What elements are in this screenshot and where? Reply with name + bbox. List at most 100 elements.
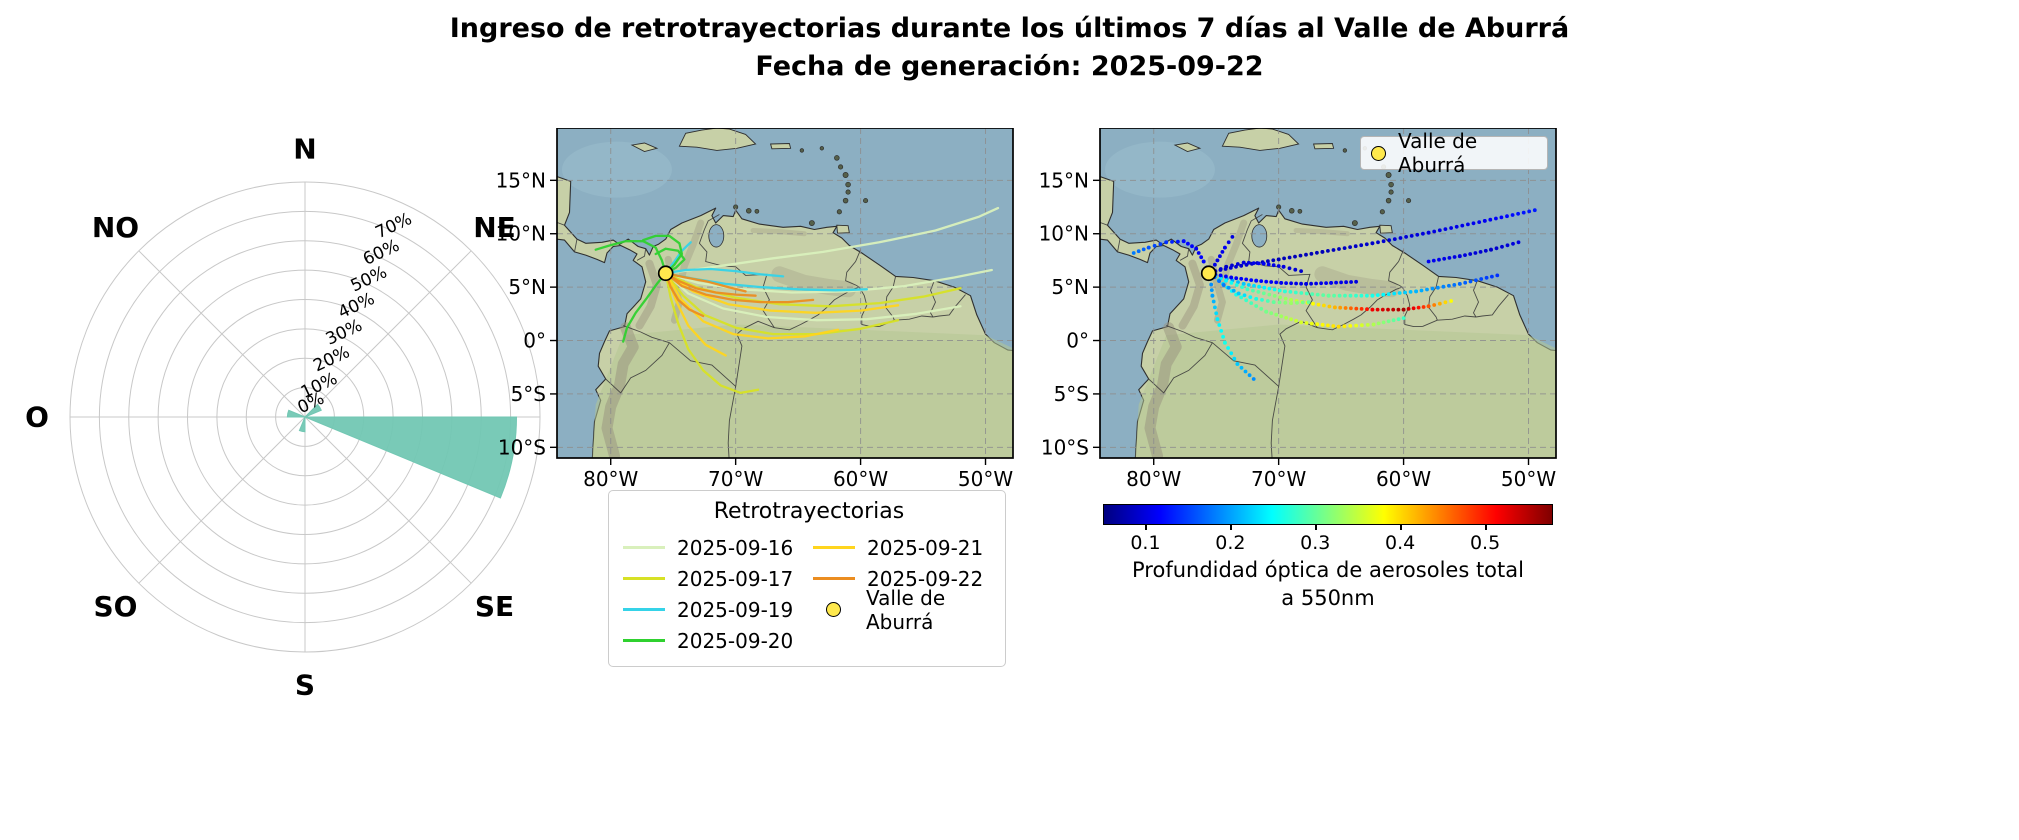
aod-dot (1309, 321, 1314, 326)
aod-dot (1229, 351, 1234, 356)
aod-dot (1442, 256, 1447, 261)
aod-dot (1266, 259, 1270, 264)
map-island-dot (1385, 172, 1392, 178)
aod-dot (1221, 283, 1226, 287)
x-tick-label: 50°W (958, 467, 1013, 491)
aod-dot (1463, 280, 1468, 285)
aod-dot (1226, 285, 1231, 290)
aod-dot (1421, 231, 1425, 236)
aod-dot (1131, 251, 1136, 255)
map-country-border (1212, 342, 1280, 387)
aod-dot (1239, 263, 1244, 268)
aod-dot (1431, 258, 1436, 263)
aod-dot (1141, 247, 1146, 252)
aod-dot (1320, 322, 1325, 327)
aod-dot (1315, 292, 1320, 297)
map-lowland-tint (1135, 324, 1556, 458)
aod-dot (1396, 307, 1401, 312)
aod-dot (1299, 281, 1303, 286)
map-island-dot (1289, 208, 1295, 214)
aod-dot (1314, 281, 1318, 286)
aod-map-panel: 80°W 70°W 60°W 50°W 15°N 10°N 5°N 0° 5°S 10°S (1039, 127, 1560, 504)
aod-dot (1386, 292, 1391, 296)
aod-dot (1236, 280, 1240, 284)
aod-dot (1234, 264, 1238, 269)
aod-dot (1386, 319, 1391, 324)
aod-dot (1215, 258, 1220, 263)
colorbar-gradient (1103, 504, 1553, 525)
map-island (678, 128, 757, 151)
aod-dot (1246, 260, 1251, 265)
aod-dot (1370, 307, 1375, 312)
aod-dot (1218, 267, 1223, 271)
aod-dot (1460, 223, 1465, 228)
legend-line-swatch (813, 546, 855, 549)
aod-dot (1201, 259, 1206, 264)
aod-dot (1333, 305, 1337, 310)
map-country-border (845, 249, 862, 288)
aod-dot (1471, 221, 1476, 226)
map-island (1313, 143, 1335, 150)
aod-dot (1327, 304, 1332, 309)
aod-dot (1510, 213, 1515, 217)
aod-dot (1256, 290, 1261, 294)
aod-dot (1217, 323, 1222, 327)
map-country-border (1422, 319, 1438, 328)
aod-dot (1484, 275, 1489, 280)
aod-dot (1505, 243, 1510, 248)
aod-dot (1391, 318, 1396, 323)
aod-dot (1443, 227, 1448, 231)
aod-dot (1364, 242, 1369, 247)
aod-dot (1272, 287, 1277, 292)
map-plot-area (557, 128, 1013, 458)
aod-dot (1279, 314, 1284, 319)
y-tick-label: 10°N (1040, 222, 1089, 246)
aod-dot (1321, 293, 1326, 297)
aod-dot (1380, 307, 1385, 312)
map-island-dot (834, 155, 840, 161)
aod-dot (1181, 239, 1186, 244)
aod-dot (1342, 324, 1347, 329)
aod-dot (1284, 315, 1288, 320)
map-country-border (1278, 320, 1318, 387)
aod-dot (1262, 285, 1267, 290)
map-island-dot (863, 198, 869, 204)
aod-dot (1259, 306, 1264, 311)
aod-dot (1213, 305, 1217, 310)
map-country-border (698, 214, 775, 328)
aod-dot (1494, 246, 1499, 251)
map-mountain-ridge (1144, 322, 1182, 458)
aod-dot (1265, 299, 1270, 303)
aod-dot (1381, 320, 1386, 325)
aod-dot (1152, 243, 1157, 248)
legend-label: Valle de Aburrá (866, 585, 946, 634)
map-country-border (636, 248, 647, 261)
aod-dot (1223, 245, 1227, 250)
aod-dot (1376, 240, 1380, 245)
x-tick-label: 70°W (1251, 467, 1306, 491)
trajectory-line-2025-09-22 (664, 272, 747, 293)
aod-dot (1196, 251, 1201, 255)
x-tick-label: 60°W (833, 467, 888, 491)
aod-dot (1415, 232, 1420, 237)
aod-dot (1294, 318, 1298, 323)
aod-dot (1309, 251, 1314, 256)
aod-dot (1311, 301, 1315, 306)
trajectory-line-2025-09-22 (664, 272, 757, 297)
map-frame (556, 127, 1014, 459)
map-island (1173, 142, 1202, 152)
map-island-dot (1388, 189, 1394, 195)
trajectory-line-2025-09-21 (664, 272, 840, 340)
aod-dot (1329, 281, 1333, 285)
legend-label: 2025-09-22 (867, 566, 984, 591)
aod-dot (1489, 247, 1493, 252)
aod-dot (1447, 283, 1451, 288)
aod-dot (1283, 296, 1288, 301)
map-country-border (894, 315, 934, 321)
aod-dot (1264, 279, 1269, 284)
aod-dot (1443, 300, 1448, 305)
aod-dot (1221, 334, 1225, 339)
aod-dot (1274, 280, 1279, 285)
legend-trajectories: Retrotrayectorias 2025-09-16 2025-09-17 20… (608, 490, 1006, 667)
aod-dot (1230, 263, 1234, 268)
